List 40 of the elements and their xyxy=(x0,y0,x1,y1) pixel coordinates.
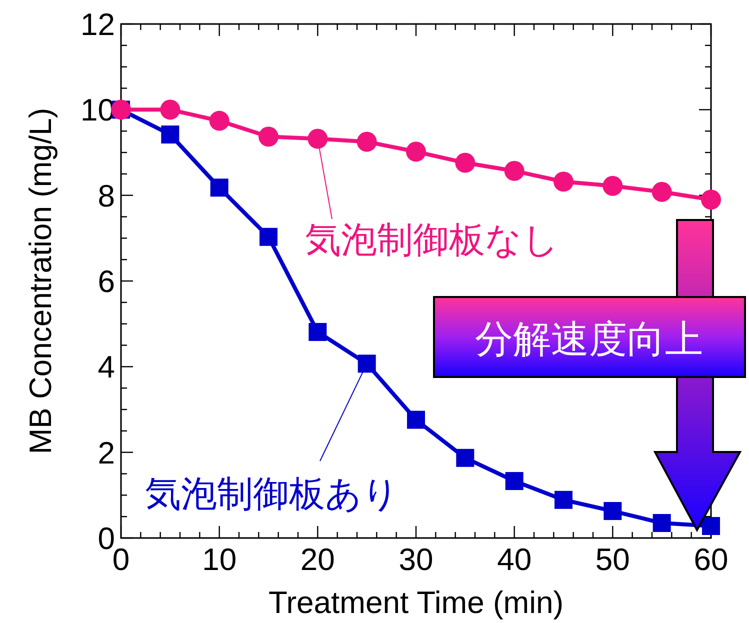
point xyxy=(554,490,572,509)
point xyxy=(407,410,425,429)
point xyxy=(258,126,278,147)
point xyxy=(356,132,377,152)
x-tick-label: 20 xyxy=(300,542,335,577)
y-tick-label: 2 xyxy=(98,435,115,470)
y-tick-label: 6 xyxy=(98,264,115,299)
x-tick-label: 40 xyxy=(497,542,532,577)
point xyxy=(308,322,327,341)
point xyxy=(505,472,524,490)
point xyxy=(160,100,180,120)
point xyxy=(161,126,180,144)
annotation: 分解速度向上 xyxy=(475,319,703,361)
point xyxy=(652,182,672,202)
y-tick-label: 8 xyxy=(98,178,115,214)
legend-label: 気泡制御板なし xyxy=(305,219,559,260)
point xyxy=(652,514,671,532)
point xyxy=(701,190,721,210)
point xyxy=(209,110,230,131)
point xyxy=(358,354,376,373)
x-tick-label: 30 xyxy=(398,542,434,577)
point xyxy=(604,502,622,520)
point xyxy=(260,228,278,246)
point xyxy=(406,142,426,162)
y-tick-label: 12 xyxy=(80,7,115,42)
point xyxy=(210,178,228,197)
point xyxy=(455,152,476,173)
point xyxy=(504,160,524,181)
x-tick-label: 50 xyxy=(595,542,630,577)
point xyxy=(602,176,623,196)
series-label: 気泡制御板あり xyxy=(145,473,399,514)
point xyxy=(308,128,328,149)
point xyxy=(702,517,720,536)
point xyxy=(554,172,574,192)
x-tick-label: 10 xyxy=(202,542,237,577)
point xyxy=(456,448,474,467)
y-tick-label: 4 xyxy=(98,350,115,385)
y-axis-title: MB Concentration (mg/L) xyxy=(23,108,58,454)
x-axis-title: Treatment Time (min) xyxy=(268,585,564,620)
x-tick-label: 60 xyxy=(694,542,728,577)
